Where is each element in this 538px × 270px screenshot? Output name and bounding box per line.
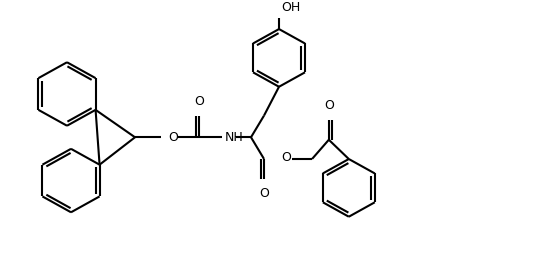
Text: O: O [281, 150, 291, 164]
Text: NH: NH [224, 131, 243, 144]
Text: O: O [168, 131, 178, 144]
Text: O: O [259, 187, 269, 200]
Text: OH: OH [281, 1, 300, 14]
Text: O: O [324, 99, 334, 112]
Text: O: O [194, 95, 204, 108]
